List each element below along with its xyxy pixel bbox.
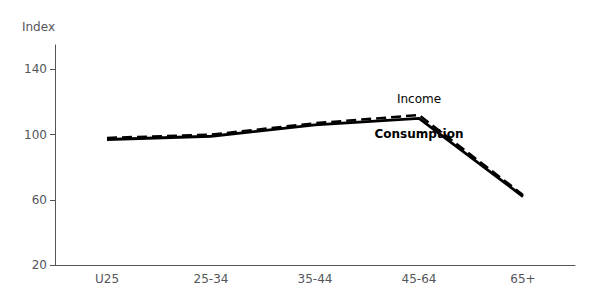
svg-text:20: 20: [32, 258, 47, 272]
svg-text:35-44: 35-44: [298, 272, 333, 286]
svg-text:65+: 65+: [510, 272, 535, 286]
svg-text:100: 100: [24, 128, 47, 142]
svg-text:25-34: 25-34: [194, 272, 229, 286]
svg-text:Consumption: Consumption: [374, 127, 464, 142]
svg-text:60: 60: [32, 193, 47, 207]
svg-text:45-64: 45-64: [402, 272, 437, 286]
svg-text:U25: U25: [95, 272, 119, 286]
svg-text:Income: Income: [397, 92, 441, 106]
svg-text:140: 140: [24, 62, 47, 76]
svg-text:Index: Index: [22, 20, 55, 34]
